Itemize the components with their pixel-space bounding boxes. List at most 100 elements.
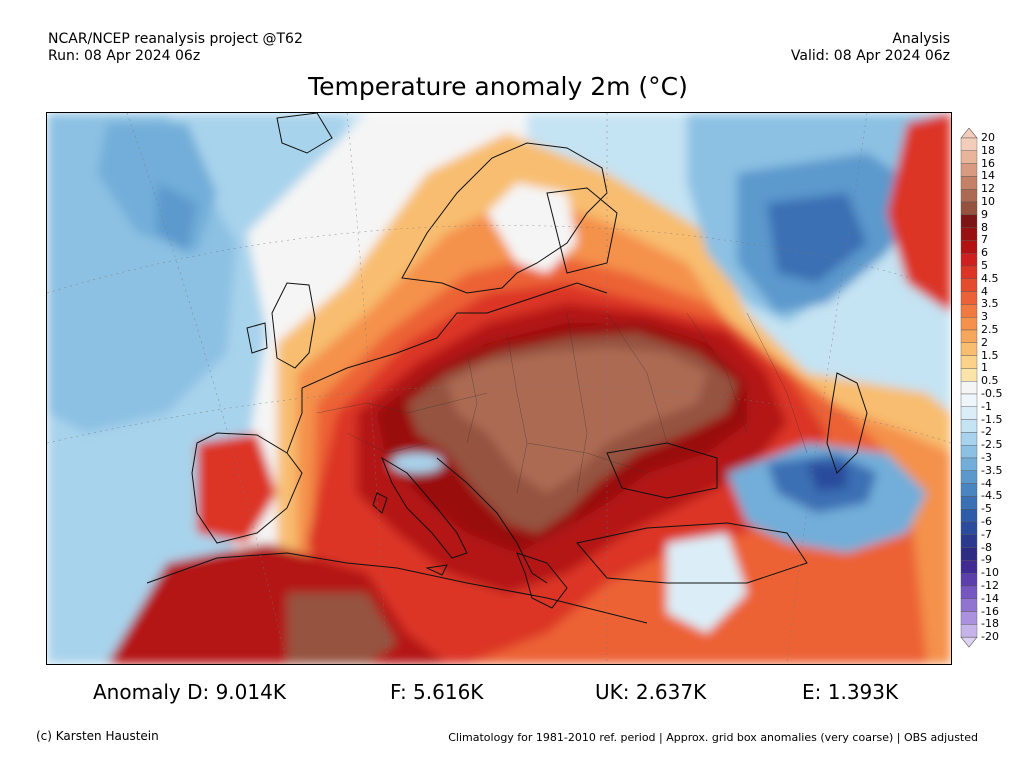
map-title: Temperature anomaly 2m (°C) <box>308 72 688 101</box>
colorbar-swatch <box>960 598 978 612</box>
colorbar-swatch <box>960 406 978 420</box>
colorbar-swatch <box>960 393 978 408</box>
colorbar-tick-label: 18 <box>981 143 995 157</box>
colorbar-tick-label: 12 <box>981 182 995 196</box>
colorbar-swatch <box>960 560 978 574</box>
colorbar-tick-label: 16 <box>981 156 995 170</box>
colorbar-top-arrow <box>960 127 978 139</box>
colorbar-tick-label: -9 <box>981 553 992 567</box>
colorbar-tick-label: -12 <box>981 579 999 592</box>
borders <box>316 312 808 494</box>
colorbar-tick-label: -7 <box>981 527 992 541</box>
colorbar-swatch <box>960 163 978 177</box>
anomaly-germany: Anomaly D: 9.014K <box>93 680 286 704</box>
colorbar-swatch <box>960 137 978 152</box>
colorbar-swatch <box>960 445 978 459</box>
colorbar-swatch <box>960 265 978 280</box>
colorbar-swatch <box>960 291 978 305</box>
colorbar-tick-label: 0.5 <box>981 374 999 388</box>
colorbar-tick-label: 8 <box>981 220 988 234</box>
colorbar-swatch <box>960 316 978 331</box>
colorbar-swatch <box>960 176 978 190</box>
colorbar-swatch <box>960 252 978 267</box>
colorbar-scale <box>960 127 978 648</box>
colorbar-tick-label: 4.5 <box>981 271 999 285</box>
colorbar-tick-label: -18 <box>981 617 999 631</box>
colorbar-tick-label: -8 <box>981 540 992 554</box>
anomaly-map <box>46 112 952 665</box>
colorbar-tick-label: 1 <box>981 361 988 375</box>
colorbar-tick-label: 2.5 <box>981 323 999 336</box>
colorbar-swatch <box>960 483 978 497</box>
colorbar-swatch <box>960 201 978 216</box>
colorbar-tick-label: -3 <box>981 451 992 464</box>
colorbar-tick-label: 7 <box>981 233 988 247</box>
colorbar <box>960 127 978 655</box>
colorbar-tick-label: -5 <box>981 502 992 516</box>
colorbar-tick-label: 10 <box>981 195 995 208</box>
colorbar-swatch <box>960 611 978 625</box>
colorbar-swatch <box>960 368 978 382</box>
valid-label: Valid: 08 Apr 2024 06z <box>790 48 950 64</box>
credit-text: (c) Karsten Haustein <box>36 729 159 743</box>
analysis-label: Analysis <box>892 31 950 47</box>
colorbar-swatch <box>960 496 978 510</box>
colorbar-swatch <box>960 150 978 164</box>
colorbar-swatch <box>960 227 978 241</box>
colorbar-swatch <box>960 419 978 433</box>
colorbar-tick-label: -0.5 <box>981 387 1003 400</box>
colorbar-tick-label: -4.5 <box>981 489 1003 503</box>
colorbar-tick-label: 3.5 <box>981 297 999 311</box>
anomaly-map-canvas <box>47 113 951 664</box>
colorbar-tick-label: 3 <box>981 310 988 324</box>
colorbar-tick-label: 1.5 <box>981 348 999 362</box>
colorbar-tick-label: -20 <box>981 630 999 644</box>
colorbar-tick-label: -14 <box>981 591 999 605</box>
colorbar-tick-label: -16 <box>981 604 999 618</box>
colorbar-swatch <box>960 624 978 638</box>
header-right: Analysis Valid: 08 Apr 2024 06z <box>791 31 950 65</box>
run-label: Run: 08 Apr 2024 06z <box>48 48 201 64</box>
colorbar-swatch <box>960 547 978 561</box>
anomaly-spain: E: 1.393K <box>802 680 899 704</box>
colorbar-tick-label: 4 <box>981 284 988 298</box>
colorbar-swatch <box>960 457 978 472</box>
colorbar-tick-label: -2 <box>981 425 992 439</box>
anomaly-france: F: 5.616K <box>390 680 484 704</box>
colorbar-tick-label: 20 <box>981 131 995 144</box>
colorbar-tick-label: -10 <box>981 566 999 580</box>
colorbar-swatch <box>960 470 978 484</box>
colorbar-swatch <box>960 214 978 228</box>
colorbar-tick-label: -6 <box>981 515 992 528</box>
colorbar-bottom-arrow <box>960 636 978 648</box>
colorbar-tick-label: -1 <box>981 399 992 413</box>
colorbar-swatch <box>960 342 978 356</box>
colorbar-tick-label: 9 <box>981 207 988 221</box>
footer-note: Climatology for 1981-2010 ref. period | … <box>448 731 978 744</box>
colorbar-swatch <box>960 380 978 395</box>
colorbar-tick-label: -4 <box>981 476 992 490</box>
anomaly-uk: UK: 2.637K <box>595 680 707 704</box>
source-label: NCAR/NCEP reanalysis project @T62 <box>48 31 303 47</box>
colorbar-tick-label: 6 <box>981 246 988 260</box>
colorbar-tick-label: 14 <box>981 169 995 183</box>
colorbar-swatch <box>960 189 978 203</box>
colorbar-tick-label: -1.5 <box>981 412 1003 426</box>
colorbar-swatch <box>960 585 978 600</box>
colorbar-swatch <box>960 534 978 548</box>
colorbar-swatch <box>960 304 978 318</box>
colorbar-tick-label: -3.5 <box>981 463 1003 477</box>
colorbar-tick-label: -2.5 <box>981 438 1003 452</box>
coastlines <box>146 113 868 624</box>
colorbar-swatch <box>960 329 978 344</box>
colorbar-swatch <box>960 521 978 536</box>
anomaly-field <box>47 113 951 664</box>
colorbar-tick-label: 5 <box>981 259 988 272</box>
colorbar-swatch <box>960 355 978 369</box>
colorbar-swatch <box>960 573 978 587</box>
colorbar-tick-label: 2 <box>981 335 988 349</box>
colorbar-swatch <box>960 240 978 254</box>
graticule <box>47 113 951 664</box>
colorbar-swatch <box>960 432 978 446</box>
header-left: NCAR/NCEP reanalysis project @T62 Run: 0… <box>48 31 303 65</box>
